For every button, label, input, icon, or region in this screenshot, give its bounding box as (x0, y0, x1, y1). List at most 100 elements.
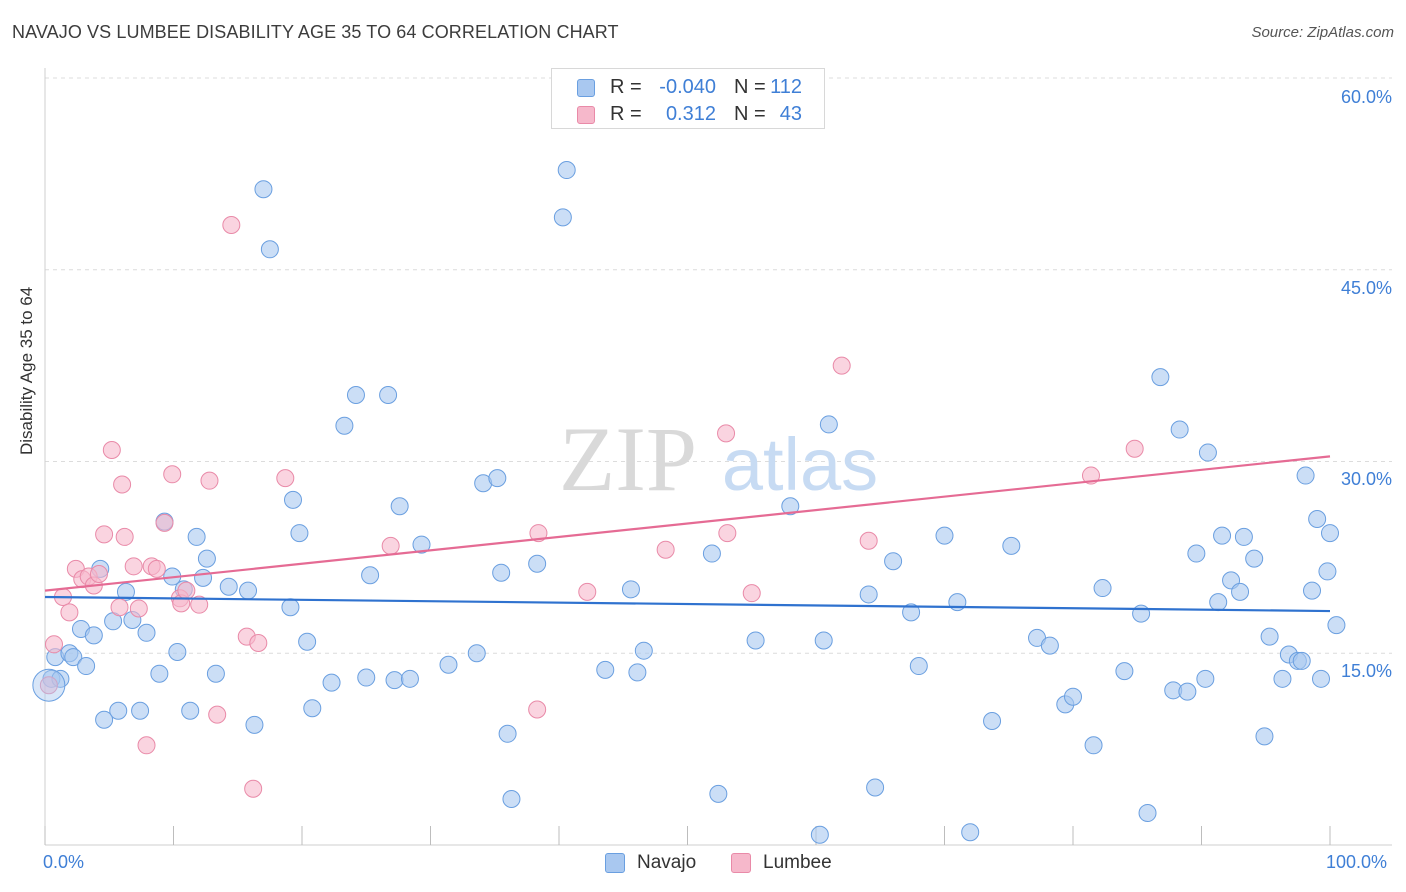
lumbee-point (60, 603, 79, 622)
navajo-point (1084, 736, 1103, 755)
lumbee-point (718, 524, 737, 543)
navajo-point (1321, 524, 1339, 543)
navajo-point (1260, 627, 1279, 646)
r-label: R = (610, 103, 642, 125)
navajo-point (961, 823, 980, 842)
navajo-point (1132, 604, 1151, 623)
navajo-point (137, 623, 156, 642)
navajo-point (1170, 420, 1189, 439)
lumbee-swatch (577, 106, 595, 124)
navajo-point (909, 657, 928, 676)
navajo-point (206, 664, 225, 683)
navajo-point (1312, 669, 1331, 688)
navajo-point (902, 603, 921, 622)
navajo-point (290, 524, 309, 543)
lumbee-point (1125, 439, 1144, 458)
lumbee-point (656, 540, 675, 559)
navajo-point (194, 568, 213, 587)
navajo-point (64, 648, 83, 667)
navajo-point (150, 664, 169, 683)
navajo-legend-swatch (605, 853, 625, 873)
navajo-point (245, 715, 264, 734)
navajo-point (810, 825, 829, 844)
navajo-point (187, 527, 206, 546)
r-label: R = (610, 76, 642, 98)
navajo-point (866, 778, 885, 797)
navajo-point (116, 582, 135, 601)
navajo-point (131, 701, 150, 720)
lumbee-point (222, 216, 241, 235)
lumbee-point (717, 424, 736, 443)
navajo-point (239, 581, 258, 600)
navajo-point (819, 415, 838, 434)
lumbee-point (137, 736, 156, 755)
lumbee-point (832, 356, 851, 375)
trend-lines (44, 455, 1331, 613)
navajo-point (1002, 536, 1021, 555)
navajo-cluster-point (32, 668, 66, 702)
navajo-point (502, 789, 521, 808)
watermark-atlas: atlas (722, 423, 878, 506)
navajo-point (859, 585, 878, 604)
navajo-point (814, 631, 833, 650)
navajo-point (702, 544, 721, 563)
navajo-point (488, 469, 507, 488)
navajo-point (168, 642, 187, 661)
navajo-point (781, 497, 800, 516)
legend-label-navajo: Navajo (637, 852, 697, 873)
navajo-point (557, 161, 576, 180)
navajo-point (1318, 562, 1337, 581)
lumbee-point (200, 471, 219, 490)
lumbee-point (124, 557, 143, 576)
lumbee-point (115, 527, 134, 546)
watermark-zip: ZIP (559, 408, 697, 510)
navajo-point (1115, 662, 1134, 681)
n-value: 112 (770, 76, 802, 98)
navajo-trend-line (44, 595, 1331, 613)
lumbee-point (578, 582, 597, 601)
r-value: -0.040 (659, 76, 716, 98)
grid-lines (45, 77, 1392, 654)
navajo-point (379, 386, 398, 405)
navajo-point (322, 673, 341, 692)
navajo-point (181, 701, 200, 720)
lumbee-point (742, 584, 761, 603)
y-tick-label-15: 15.0% (1340, 661, 1392, 681)
lumbee-point (859, 531, 878, 550)
navajo-point (467, 644, 486, 663)
navajo-point (1231, 582, 1250, 601)
navajo-point (492, 563, 511, 582)
n-label: N = (734, 103, 766, 125)
lumbee-point (102, 440, 121, 459)
lumbee-point (95, 525, 114, 544)
navajo-point (1187, 544, 1206, 563)
lumbee-point (113, 475, 132, 494)
navajo-point (1040, 636, 1059, 655)
navajo-point (412, 535, 431, 554)
stats-row-navajo: R = -0.040 N = 112 (552, 74, 824, 100)
y-tick-label-30: 30.0% (1340, 469, 1392, 489)
lumbee-point (44, 635, 63, 654)
y-tick-label-45: 45.0% (1340, 278, 1392, 298)
navajo-point (95, 710, 114, 729)
navajo-point (298, 632, 317, 651)
navajo-point (385, 671, 404, 690)
navajo-point (1196, 669, 1215, 688)
lumbee-trend-line (44, 455, 1331, 592)
navajo-point (528, 554, 547, 573)
navajo-point (596, 660, 615, 679)
navajo-point (628, 663, 647, 682)
lumbee-point (276, 469, 295, 488)
x-tick-label-0: 0.0% (43, 852, 85, 872)
y-axis-label: Disability Age 35 to 64 (17, 286, 36, 455)
navajo-point (1209, 593, 1228, 612)
stats-row-lumbee: R = 0.312 N = 43 (552, 101, 824, 127)
navajo-point (1292, 651, 1311, 670)
navajo-point (1296, 466, 1315, 485)
navajo-point (390, 497, 409, 516)
navajo-point (219, 577, 238, 596)
lumbee-point (190, 595, 209, 614)
lumbee-point (89, 564, 108, 583)
navajo-point (260, 240, 279, 259)
